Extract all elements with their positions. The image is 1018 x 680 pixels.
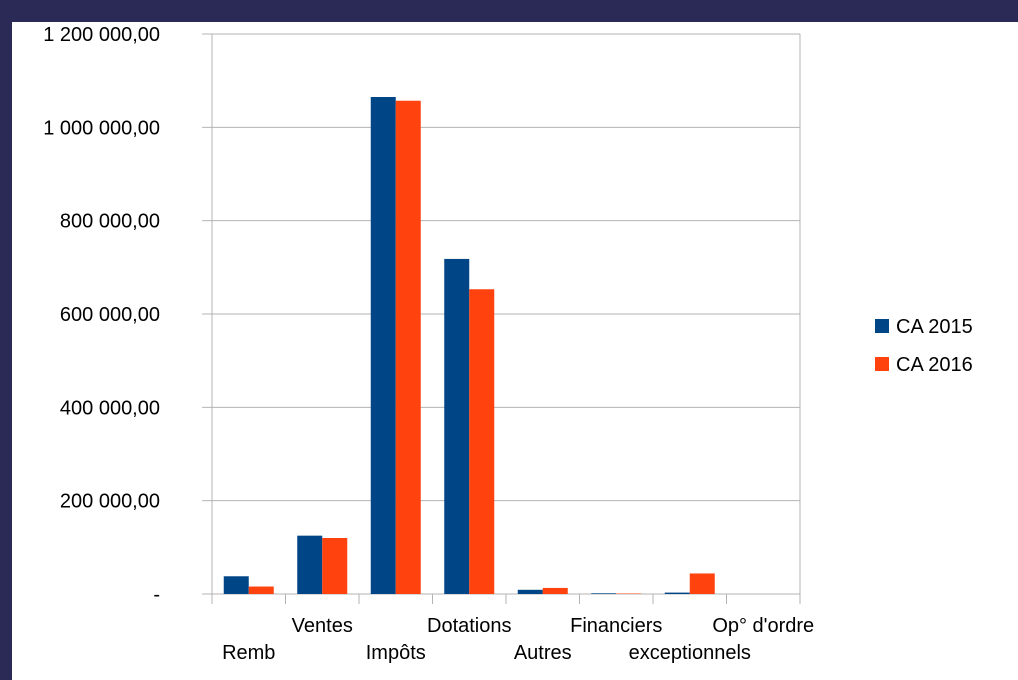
bar-ca2016 <box>542 587 568 594</box>
y-tick-label: - <box>153 584 160 606</box>
y-tick-label: 1 000 000,00 <box>43 117 160 139</box>
bar-ca2016 <box>469 289 495 594</box>
x-tick-label: Ventes <box>292 615 353 637</box>
x-tick-label: Dotations <box>427 615 512 637</box>
bar-ca2016 <box>248 586 274 594</box>
bars <box>223 97 715 594</box>
bar-ca2016 <box>322 538 348 594</box>
legend-swatch <box>875 319 889 333</box>
bar-ca2016 <box>395 100 421 594</box>
y-tick-label: 800 000,00 <box>60 211 160 233</box>
x-tick-label: Op° d'ordre <box>712 615 814 637</box>
bar-ca2015 <box>591 593 617 594</box>
x-tick-label: Financiers <box>570 615 662 637</box>
x-tick-label: exceptionnels <box>629 642 751 664</box>
legend-swatch <box>875 357 889 371</box>
bar-ca2016 <box>689 573 715 594</box>
legend-label: CA 2016 <box>896 354 973 376</box>
y-tick-label: 400 000,00 <box>60 397 160 419</box>
x-tick-label: Autres <box>514 642 572 664</box>
bar-ca2015 <box>223 576 249 594</box>
bar-chart: - 200 000,00 400 000,00 600 000,00 800 000,0… <box>43 24 973 664</box>
bar-ca2015 <box>370 97 396 594</box>
x-tick-label: Remb <box>222 642 275 664</box>
bar-ca2015 <box>297 535 323 594</box>
bar-ca2015 <box>444 258 470 594</box>
grid-lines <box>202 33 801 604</box>
legend: CA 2015 CA 2016 <box>875 316 973 376</box>
bar-ca2015 <box>517 589 543 594</box>
y-tick-label: 1 200 000,00 <box>43 24 160 46</box>
y-axis-ticks: - 200 000,00 400 000,00 600 000,00 800 000,0… <box>43 24 160 606</box>
y-tick-label: 200 000,00 <box>60 491 160 513</box>
y-tick-label: 600 000,00 <box>60 304 160 326</box>
legend-label: CA 2015 <box>896 316 973 338</box>
bar-ca2015 <box>664 592 690 594</box>
x-tick-label: Impôts <box>366 642 426 664</box>
chart-canvas: - 200 000,00 400 000,00 600 000,00 800 000,0… <box>12 22 1018 680</box>
